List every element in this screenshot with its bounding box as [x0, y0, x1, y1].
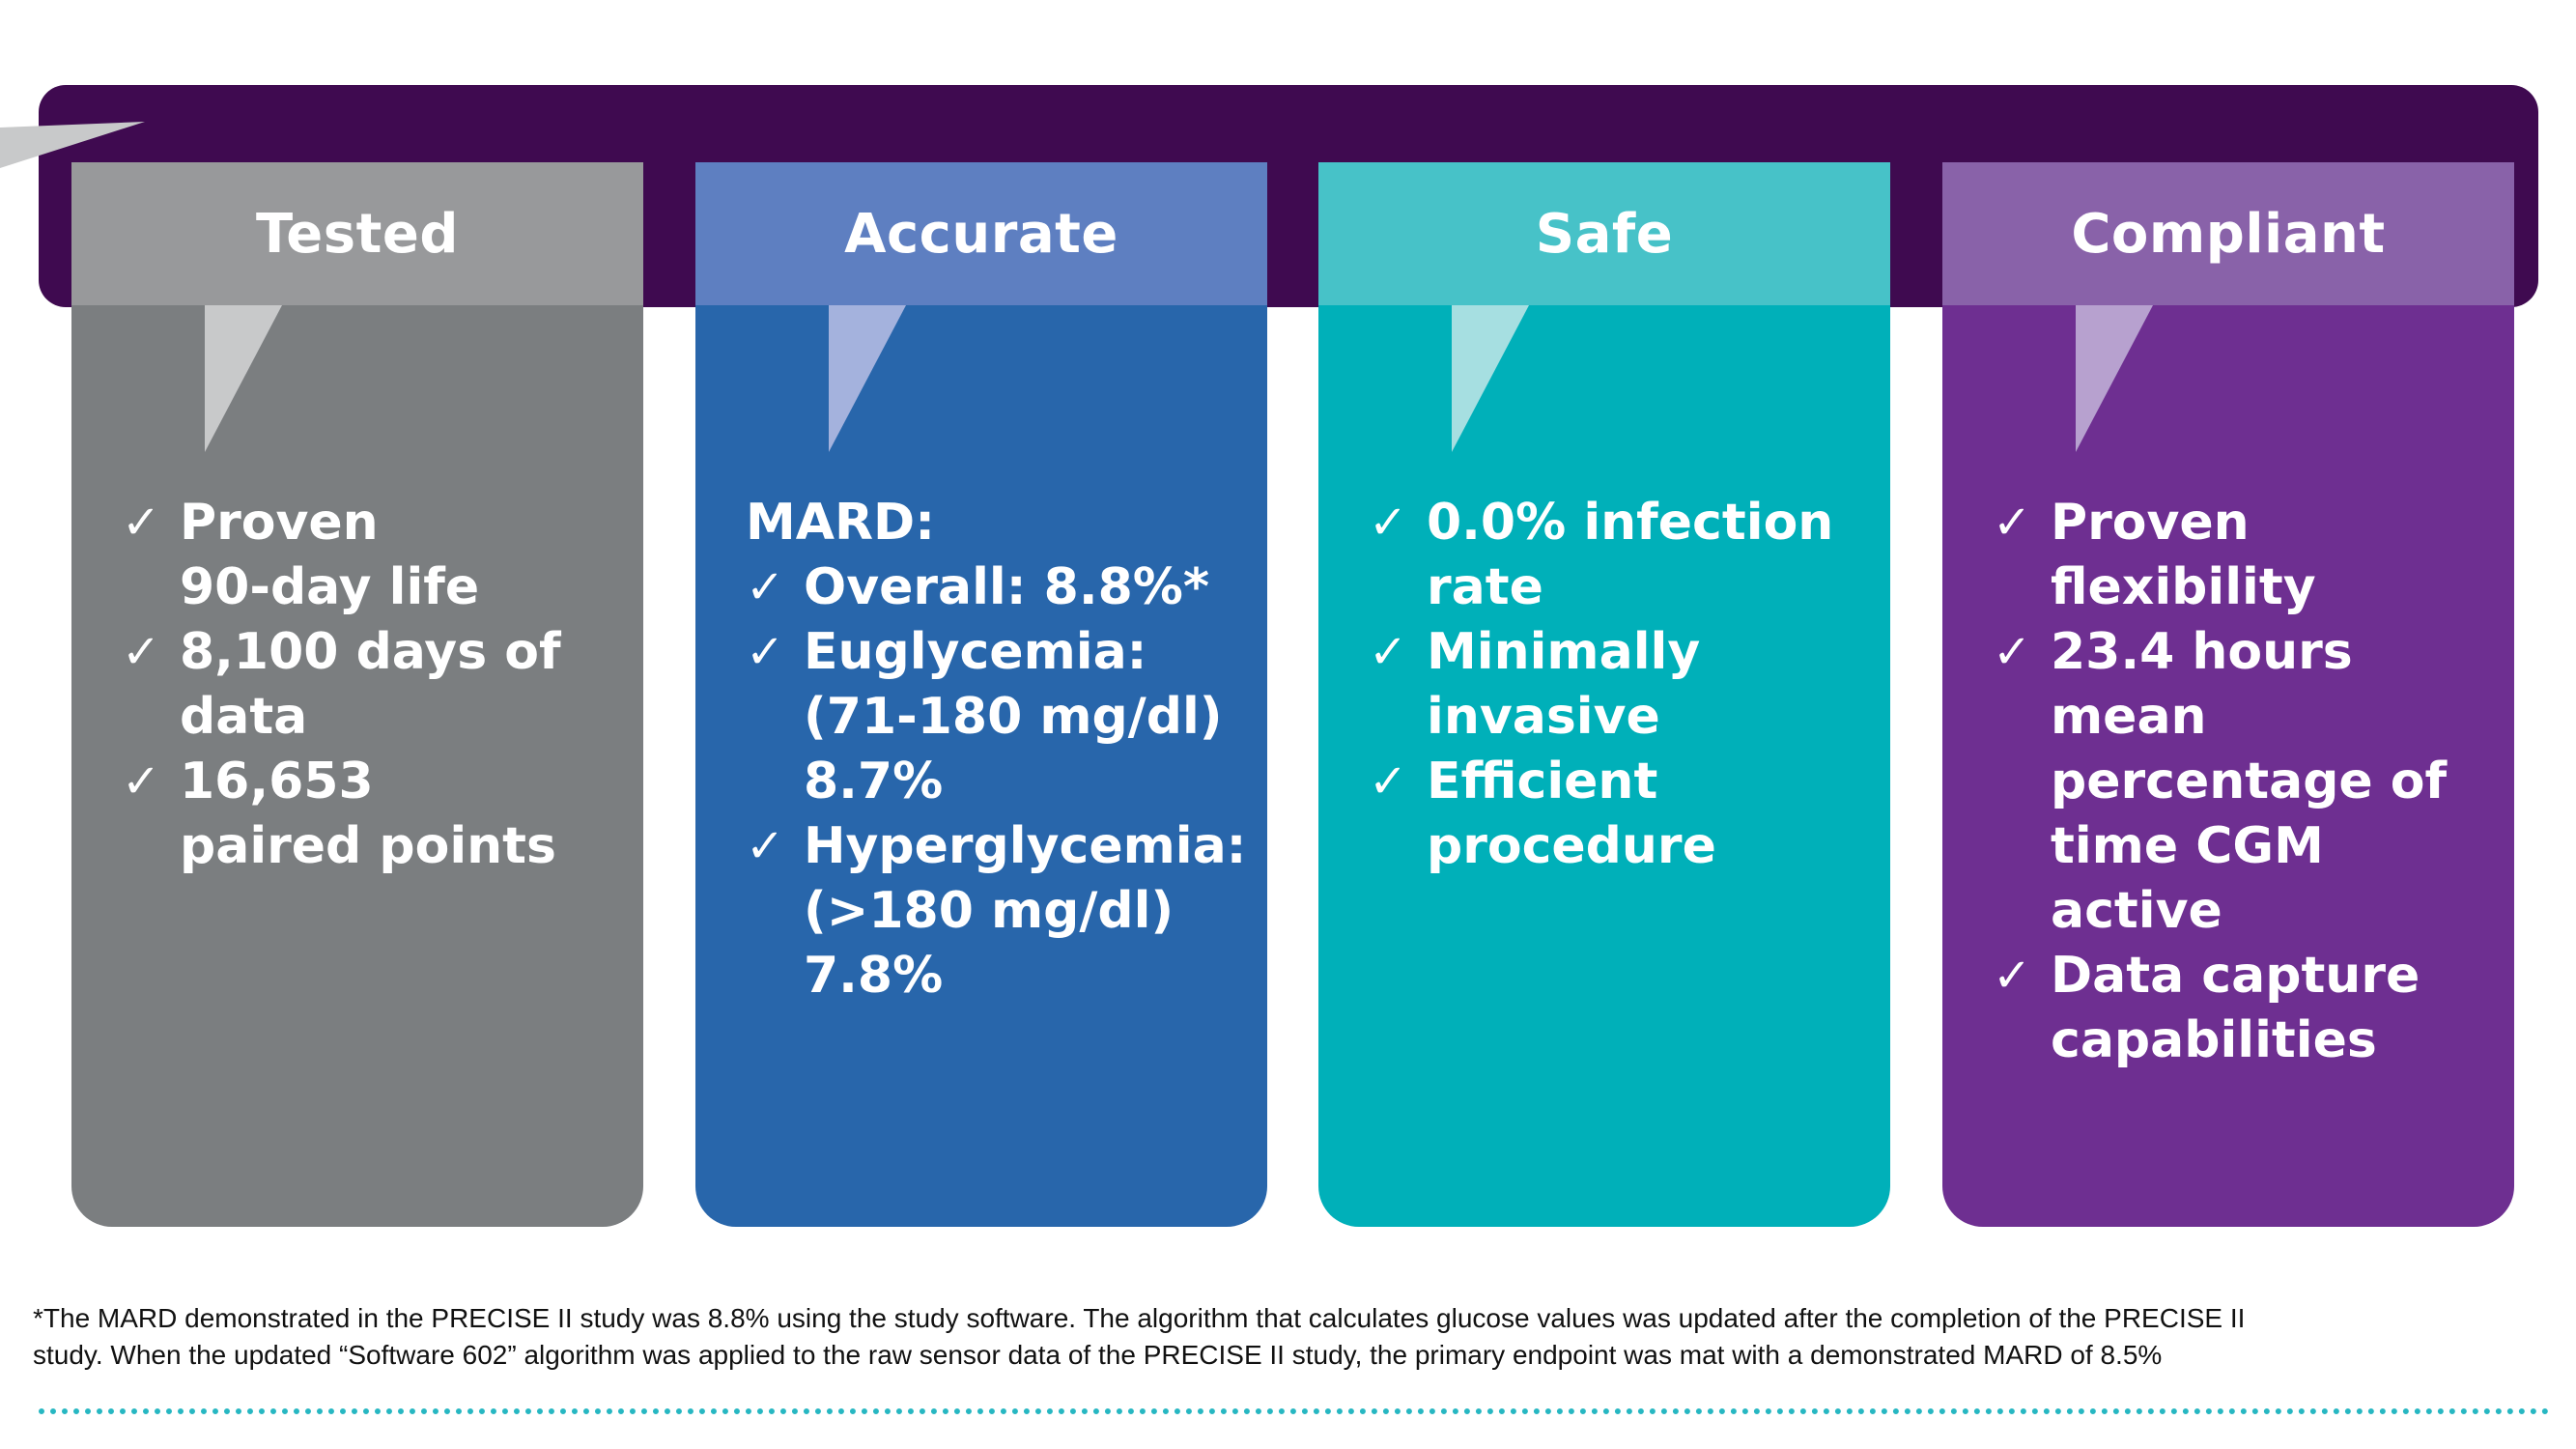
- mard-label: MARD:: [746, 494, 935, 552]
- check-icon: ✓: [1369, 625, 1408, 679]
- accurate-list: ✓ Overall: 8.8%* ✓ Euglycemia: (71-180 mg/d…: [695, 555, 1267, 1009]
- check-icon: ✓: [1369, 496, 1408, 550]
- list-item: ✓ Minimally invasive: [1318, 620, 1890, 750]
- check-icon: ✓: [746, 625, 785, 679]
- pointer-shape: [829, 305, 906, 452]
- footnote-line: *The MARD demonstrated in the PRECISE II…: [33, 1303, 2246, 1333]
- list-item: ✓ 8,100 days of data: [71, 620, 643, 750]
- compliant-list: ✓ Proven flexibility ✓ 23.4 hours mean percen…: [1942, 491, 2514, 1073]
- check-icon: ✓: [746, 819, 785, 873]
- card-compliant: Compliant ✓ Proven flexibility ✓ 23.4 hours…: [1942, 162, 2514, 1227]
- card-tested: Tested ✓ Proven 90-day life ✓ 8,100 days of…: [71, 162, 643, 1227]
- check-icon: ✓: [1993, 949, 2032, 1003]
- list-item: ✓ Proven flexibility: [1942, 491, 2514, 620]
- check-icon: ✓: [1369, 754, 1408, 809]
- card-accurate: Accurate MARD: ✓ Overall: 8.8%* ✓ Euglycem…: [695, 162, 1267, 1227]
- list-item: ✓ Hyperglycemia: (>180 mg/dl) 7.8%: [695, 814, 1267, 1009]
- footnote-line: study. When the updated “Software 602” a…: [33, 1340, 2163, 1370]
- pointer-shape: [2076, 305, 2153, 452]
- list-item: ✓ 0.0% infection rate: [1318, 491, 1890, 620]
- safe-list: ✓ 0.0% infection rate ✓ Minimally invasive ✓…: [1318, 491, 1890, 879]
- card-safe-title: Safe: [1535, 202, 1674, 266]
- card-safe-header: Safe: [1318, 162, 1890, 305]
- pointer-shape: [205, 305, 282, 452]
- card-safe: Safe ✓ 0.0% infection rate ✓ Minimally invas…: [1318, 162, 1890, 1227]
- check-icon: ✓: [122, 754, 161, 809]
- list-item: ✓ 16,653 paired points: [71, 750, 643, 879]
- check-icon: ✓: [122, 496, 161, 550]
- pointer-shape: [1452, 305, 1529, 452]
- list-item: ✓ Data capture capabilities: [1942, 944, 2514, 1073]
- tested-list: ✓ Proven 90-day life ✓ 8,100 days of data ✓ 1…: [71, 491, 643, 879]
- check-icon: ✓: [1993, 625, 2032, 679]
- card-compliant-body: ✓ Proven flexibility ✓ 23.4 hours mean percen…: [1942, 491, 2514, 1073]
- band-notch-shape: [0, 122, 145, 168]
- card-tested-header: Tested: [71, 162, 643, 305]
- check-icon: ✓: [122, 625, 161, 679]
- card-tested-title: Tested: [256, 202, 459, 266]
- card-accurate-title: Accurate: [844, 202, 1118, 266]
- card-accurate-header: Accurate: [695, 162, 1267, 305]
- list-item: ✓ Overall: 8.8%*: [695, 555, 1267, 620]
- check-icon: ✓: [746, 560, 785, 614]
- card-accurate-body: MARD: ✓ Overall: 8.8%* ✓ Euglycemia: (71-18…: [695, 491, 1267, 1009]
- card-compliant-header: Compliant: [1942, 162, 2514, 305]
- list-item: ✓ Euglycemia: (71-180 mg/dl) 8.7%: [695, 620, 1267, 814]
- card-tested-body: ✓ Proven 90-day life ✓ 8,100 days of data ✓ 1…: [71, 491, 643, 879]
- list-item: ✓ Proven 90-day life: [71, 491, 643, 620]
- card-safe-body: ✓ 0.0% infection rate ✓ Minimally invasive ✓…: [1318, 491, 1890, 879]
- footnote: *The MARD demonstrated in the PRECISE II…: [33, 1300, 2505, 1374]
- list-item: ✓ 23.4 hours mean percentage of time CGM acti…: [1942, 620, 2514, 944]
- card-compliant-title: Compliant: [2071, 202, 2386, 266]
- check-icon: ✓: [1993, 496, 2032, 550]
- list-item: ✓ Efficient procedure: [1318, 750, 1890, 879]
- dotted-divider: [39, 1408, 2550, 1414]
